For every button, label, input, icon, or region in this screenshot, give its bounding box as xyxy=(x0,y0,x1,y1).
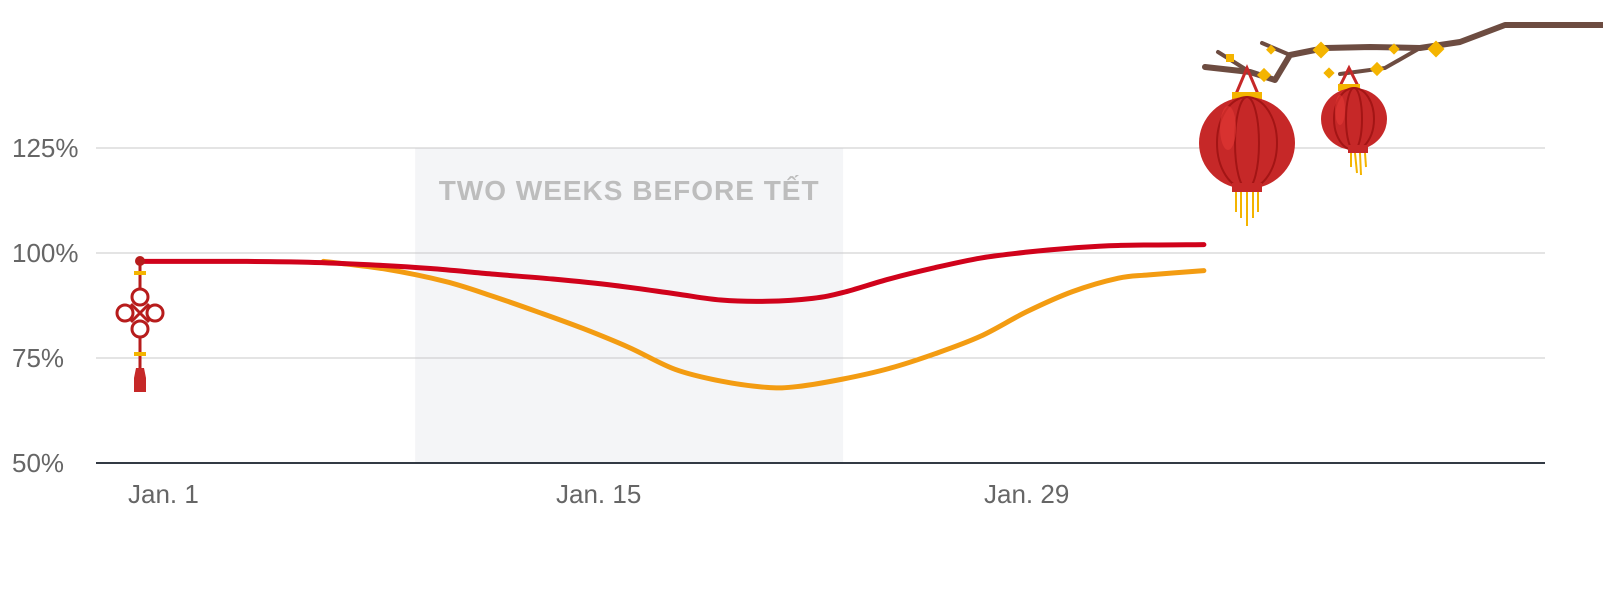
knot-lower-bead xyxy=(134,352,146,356)
x-tick-layer: Jan. 1 Jan. 15 Jan. 29 xyxy=(128,479,1069,509)
y-tick-label: 75% xyxy=(12,343,64,373)
y-tick-label: 100% xyxy=(12,238,79,268)
x-tick-label: Jan. 29 xyxy=(984,479,1069,509)
x-tick-label: Jan. 15 xyxy=(556,479,641,509)
knot-loops xyxy=(115,287,165,339)
lantern-top-cap xyxy=(1338,84,1360,91)
red-lantern-small xyxy=(1321,64,1387,176)
x-tick-label: Jan. 1 xyxy=(128,479,199,509)
series-line-1 xyxy=(320,258,1207,391)
annotation-shade xyxy=(415,148,844,463)
y-tick-label: 50% xyxy=(12,448,64,478)
blossom-branch-ornament xyxy=(1202,22,1603,83)
y-tick-label: 125% xyxy=(12,133,79,163)
lantern-bottom-cap xyxy=(1232,183,1262,192)
knot-tassel xyxy=(134,368,146,392)
branch-twig xyxy=(1338,46,1422,76)
annotation-layer: TWO WEEKS BEFORE TẾT xyxy=(439,175,820,206)
lantern-hanger xyxy=(1234,64,1260,95)
knot-upper-bead xyxy=(134,271,146,275)
lantern-body xyxy=(1199,97,1295,189)
series-line-0 xyxy=(137,242,1207,304)
annotation-label: TWO WEEKS BEFORE TẾT xyxy=(439,175,820,206)
red-lantern-large xyxy=(1199,64,1295,226)
lantern-hanger xyxy=(1338,64,1360,87)
lantern-highlight xyxy=(1220,106,1236,150)
series-layer xyxy=(137,242,1207,391)
lantern-highlight xyxy=(1335,95,1345,125)
annotation-shade-layer xyxy=(415,148,844,463)
lantern-tassel xyxy=(1350,152,1367,176)
branch-twig xyxy=(1260,41,1292,57)
grid-layer xyxy=(96,147,1545,464)
lantern-bottom-cap xyxy=(1348,145,1368,153)
lantern-tassel xyxy=(1235,192,1259,226)
chinese-knot-ornament xyxy=(115,256,165,392)
y-tick-layer: 125% 100% 75% 50% xyxy=(12,133,79,478)
lantern-body xyxy=(1321,88,1387,150)
